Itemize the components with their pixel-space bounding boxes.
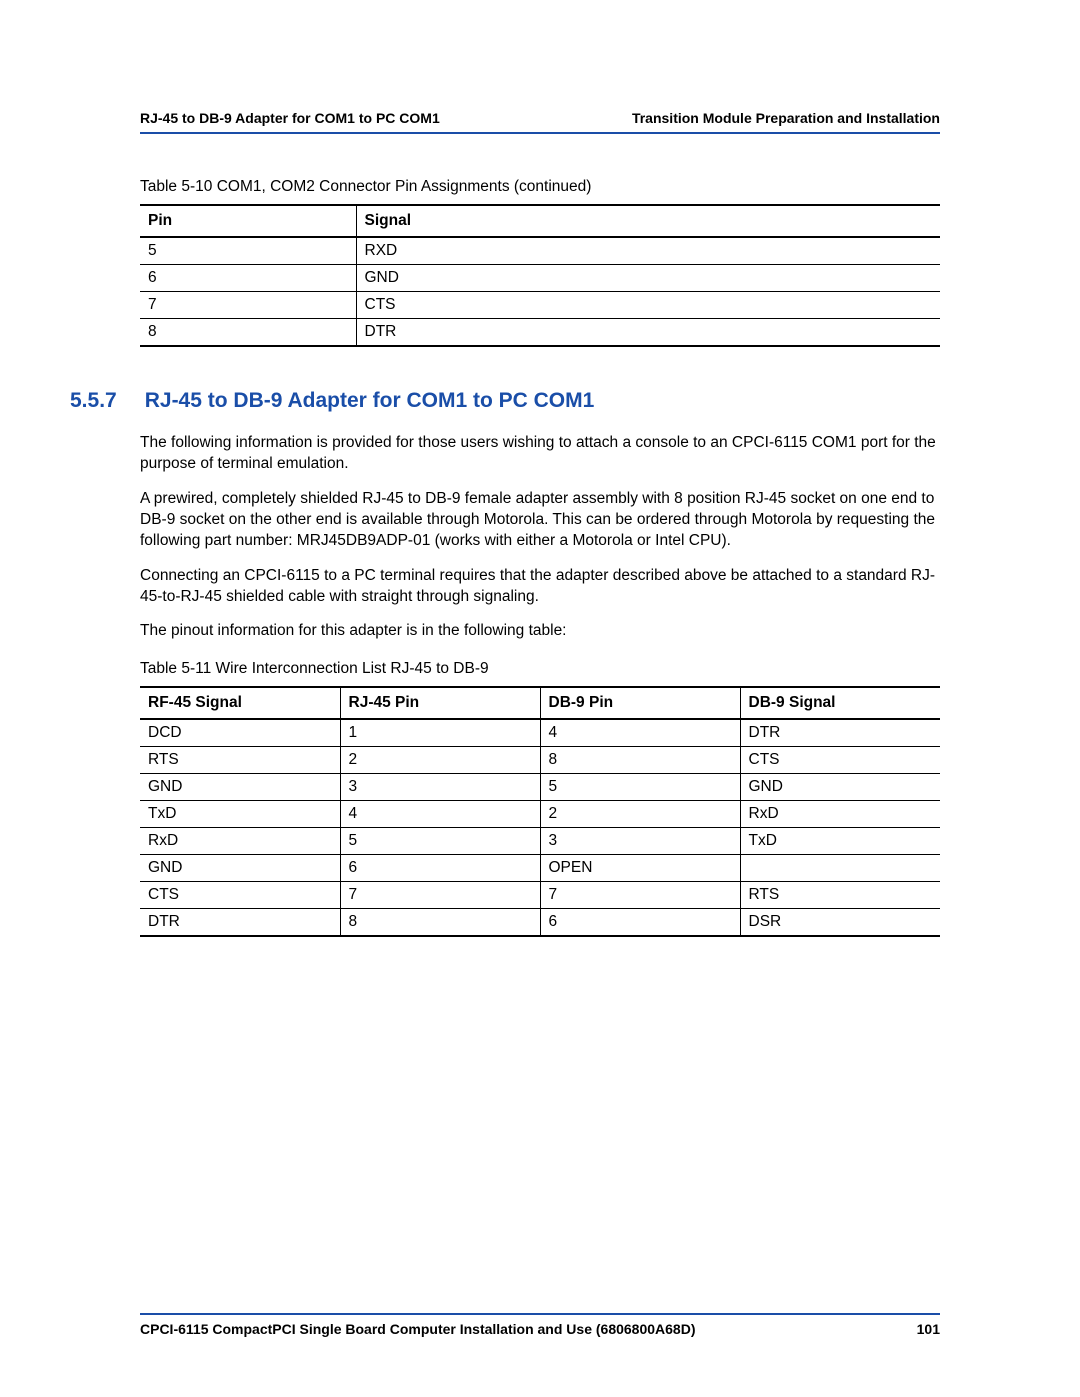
table-2-caption: Table 5-11 Wire Interconnection List RJ-… [140, 660, 940, 678]
table-cell: DTR [140, 909, 340, 937]
table-cell: 5 [540, 774, 740, 801]
table-cell: 6 [340, 855, 540, 882]
table-row: CTS77RTS [140, 882, 940, 909]
table-cell: DTR [740, 719, 940, 747]
table-row: RxD53TxD [140, 828, 940, 855]
table-cell: CTS [356, 292, 940, 319]
table-cell: 6 [140, 265, 356, 292]
table-2-header-cell: RJ-45 Pin [340, 687, 540, 719]
table-cell: RTS [140, 747, 340, 774]
table-cell: 7 [340, 882, 540, 909]
table-cell: TxD [740, 828, 940, 855]
table-cell: 4 [540, 719, 740, 747]
table-row: DCD14DTR [140, 719, 940, 747]
table-cell: 6 [540, 909, 740, 937]
footer-row: CPCI-6115 CompactPCI Single Board Comput… [140, 1321, 940, 1337]
table-row: 7CTS [140, 292, 940, 319]
table-1-pin-assignments: Pin Signal 5RXD6GND7CTS8DTR [140, 204, 940, 347]
table-cell: 5 [140, 237, 356, 265]
paragraph-2: A prewired, completely shielded RJ-45 to… [140, 489, 940, 552]
table-cell: 8 [340, 909, 540, 937]
table-cell: GND [740, 774, 940, 801]
table-cell: RXD [356, 237, 940, 265]
table-cell: DTR [356, 319, 940, 347]
table-cell: 7 [540, 882, 740, 909]
table-cell: 8 [140, 319, 356, 347]
page-footer: CPCI-6115 CompactPCI Single Board Comput… [140, 1313, 940, 1337]
table-cell: OPEN [540, 855, 740, 882]
table-1-header-cell: Signal [356, 205, 940, 237]
table-cell: GND [356, 265, 940, 292]
table-2-header-row: RF-45 Signal RJ-45 Pin DB-9 Pin DB-9 Sig… [140, 687, 940, 719]
table-row: 5RXD [140, 237, 940, 265]
table-row: DTR86DSR [140, 909, 940, 937]
table-1-header-cell: Pin [140, 205, 356, 237]
paragraph-1: The following information is provided fo… [140, 433, 940, 475]
footer-doc-title: CPCI-6115 CompactPCI Single Board Comput… [140, 1321, 696, 1337]
table-2-header-cell: DB-9 Pin [540, 687, 740, 719]
header-left-title: RJ-45 to DB-9 Adapter for COM1 to PC COM… [140, 110, 440, 126]
header-right-chapter: Transition Module Preparation and Instal… [632, 110, 940, 126]
table-2-wire-interconnection: RF-45 Signal RJ-45 Pin DB-9 Pin DB-9 Sig… [140, 686, 940, 937]
page: RJ-45 to DB-9 Adapter for COM1 to PC COM… [0, 0, 1080, 1397]
table-2-header-cell: DB-9 Signal [740, 687, 940, 719]
page-header: RJ-45 to DB-9 Adapter for COM1 to PC COM… [140, 110, 940, 134]
table-row: RTS28CTS [140, 747, 940, 774]
table-row: GND6OPEN [140, 855, 940, 882]
section-heading: 5.5.7 RJ-45 to DB-9 Adapter for COM1 to … [70, 389, 940, 413]
table-cell: 4 [340, 801, 540, 828]
table-cell: 2 [540, 801, 740, 828]
section-number: 5.5.7 [70, 389, 117, 413]
table-cell: RxD [740, 801, 940, 828]
table-cell: DCD [140, 719, 340, 747]
table-cell: RxD [140, 828, 340, 855]
table-cell: 2 [340, 747, 540, 774]
table-cell: 5 [340, 828, 540, 855]
footer-page-number: 101 [880, 1321, 940, 1337]
table-1-caption: Table 5-10 COM1, COM2 Connector Pin Assi… [140, 178, 940, 196]
table-cell: 3 [340, 774, 540, 801]
table-1-header-row: Pin Signal [140, 205, 940, 237]
table-cell: DSR [740, 909, 940, 937]
table-cell: TxD [140, 801, 340, 828]
table-row: 6GND [140, 265, 940, 292]
paragraph-4: The pinout information for this adapter … [140, 621, 940, 642]
footer-rule [140, 1313, 940, 1315]
table-cell: 8 [540, 747, 740, 774]
table-cell: GND [140, 855, 340, 882]
section-title: RJ-45 to DB-9 Adapter for COM1 to PC COM… [145, 389, 595, 413]
table-cell: 7 [140, 292, 356, 319]
paragraph-3: Connecting an CPCI-6115 to a PC terminal… [140, 566, 940, 608]
table-row: GND35GND [140, 774, 940, 801]
table-cell: CTS [140, 882, 340, 909]
table-cell: 1 [340, 719, 540, 747]
table-cell [740, 855, 940, 882]
table-cell: RTS [740, 882, 940, 909]
table-cell: CTS [740, 747, 940, 774]
table-2-header-cell: RF-45 Signal [140, 687, 340, 719]
table-cell: 3 [540, 828, 740, 855]
table-row: TxD42RxD [140, 801, 940, 828]
table-cell: GND [140, 774, 340, 801]
table-row: 8DTR [140, 319, 940, 347]
